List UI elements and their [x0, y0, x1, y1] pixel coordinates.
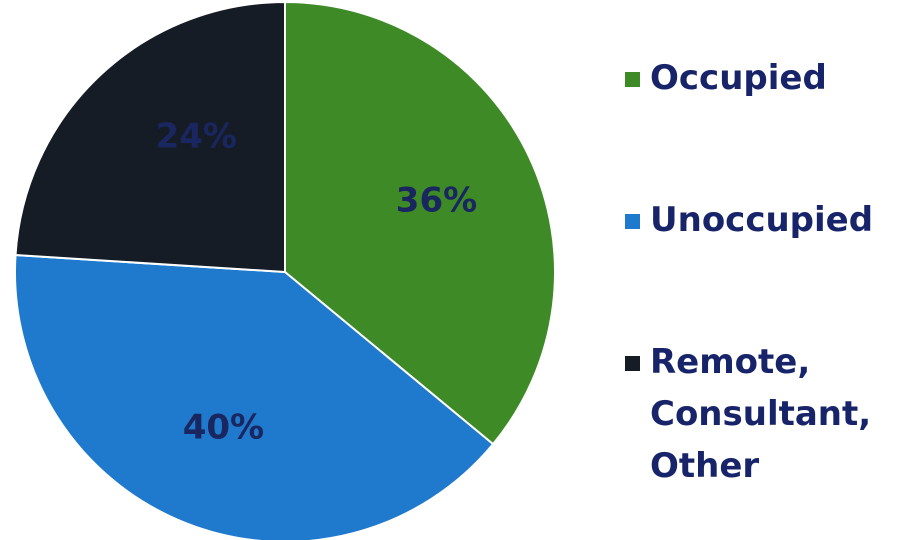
- legend-swatch-remote-consultant-other: [625, 356, 640, 371]
- pie-slice-unoccupied: [14, 253, 495, 540]
- legend-label-remote-consultant-other: Remote, Consultant, Other: [650, 342, 872, 486]
- pie-label-remote-consultant-other: 24%: [156, 116, 237, 156]
- pie-slices: [14, 0, 556, 540]
- legend-swatch-unoccupied: [625, 214, 640, 229]
- pie-labels: 36% 40% 24%: [156, 116, 478, 447]
- legend-swatch-occupied: [625, 72, 640, 87]
- legend-item-occupied: Occupied: [625, 52, 827, 104]
- legend-item-remote-consultant-other: Remote, Consultant, Other: [625, 336, 871, 492]
- legend-item-unoccupied: Unoccupied: [625, 194, 873, 246]
- legend-label-unoccupied: Unoccupied: [650, 200, 874, 240]
- pie-label-occupied: 36%: [396, 181, 477, 221]
- pie-slice-occupied: [284, 0, 556, 446]
- legend-label-occupied: Occupied: [650, 58, 827, 98]
- pie-slice-remote-consultant-other: [14, 0, 286, 274]
- pie-label-unoccupied: 40%: [183, 408, 264, 448]
